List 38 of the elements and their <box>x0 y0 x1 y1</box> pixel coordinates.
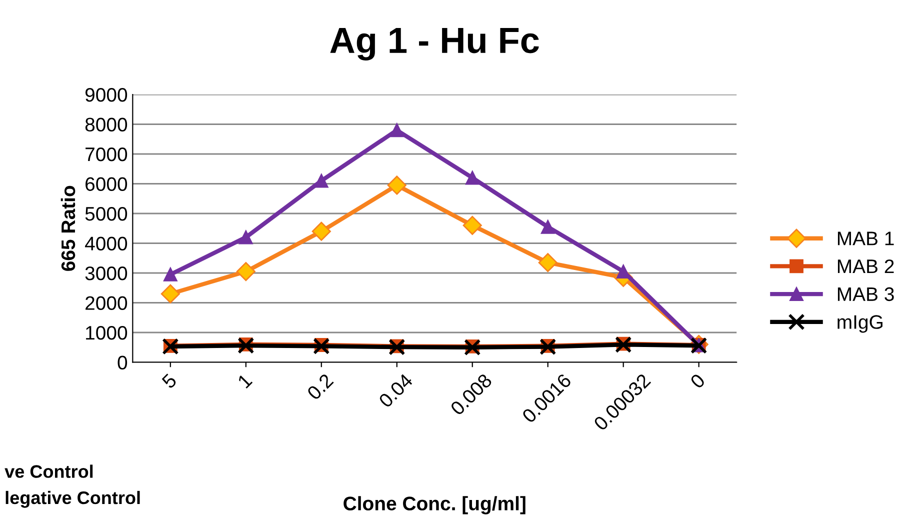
point <box>314 174 328 188</box>
point <box>238 230 253 244</box>
text: ve Control <box>4 464 93 478</box>
x-tick-label: 0.2 <box>306 373 334 401</box>
x-tick-label: 0 <box>690 372 706 390</box>
point <box>616 264 630 278</box>
point <box>540 220 555 234</box>
y-tick-label: 8000 <box>85 118 128 132</box>
legend-label: MAB 1 <box>838 232 894 246</box>
y-tick-label: 0 <box>118 356 128 370</box>
y-axis-title: 665 Ratio <box>60 186 76 271</box>
point <box>236 262 256 282</box>
x-tick-label: 1 <box>237 373 253 389</box>
x-tick-label: 0.04 <box>378 372 414 408</box>
legend-label: MAB 2 <box>838 259 894 274</box>
x-tick-label: 5 <box>161 373 178 390</box>
x-axis-title: Clone Conc. [ug/ml] <box>344 496 526 514</box>
legend-label: mIgG <box>838 315 882 333</box>
point <box>390 123 404 138</box>
point <box>538 253 558 272</box>
y-tick-label: 4000 <box>85 236 128 250</box>
text: legative Control <box>6 490 140 508</box>
point <box>163 268 178 282</box>
point <box>387 176 406 195</box>
point <box>465 170 480 185</box>
y-tick-label: 2000 <box>86 296 128 310</box>
y-tick-label: 9000 <box>85 88 128 102</box>
y-tick-label: 6000 <box>86 177 128 191</box>
point <box>312 222 331 241</box>
point <box>160 284 180 304</box>
point <box>462 216 482 235</box>
y-tick-label: 1000 <box>86 326 128 340</box>
point <box>313 338 330 355</box>
y-tick-label: 7000 <box>86 147 128 162</box>
y-tick-label: 5000 <box>85 206 128 221</box>
chart-title: Ag 1 - Hu Fc <box>330 28 539 60</box>
y-tick-label: 3000 <box>85 266 128 280</box>
legend-label: MAB 3 <box>838 287 894 302</box>
